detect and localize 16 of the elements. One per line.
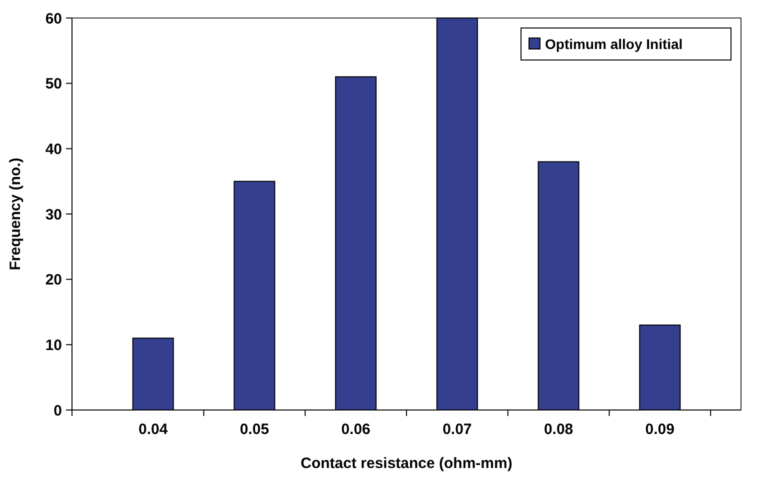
x-tick-label: 0.06	[341, 421, 370, 438]
y-tick-label: 20	[45, 272, 62, 289]
x-tick-label: 0.04	[138, 421, 168, 438]
y-tick-label: 40	[45, 140, 62, 158]
y-tick-label: 10	[45, 336, 62, 354]
y-tick-label: 60	[45, 10, 62, 28]
y-tick-label: 50	[45, 76, 62, 93]
y-tick-label: 30	[45, 206, 62, 224]
x-tick-label: 0.08	[544, 421, 574, 438]
x-tick-label: 0.05	[240, 421, 270, 438]
y-tick-label: 0	[54, 402, 62, 420]
legend-label: Optimum alloy Initial	[545, 36, 683, 52]
x-tick-label: 0.09	[645, 421, 675, 438]
x-axis-title: Contact resistance (ohm-mm)	[300, 455, 512, 472]
x-tick-label: 0.07	[442, 421, 472, 438]
y-axis-title: Frequency (no.)	[7, 158, 24, 270]
